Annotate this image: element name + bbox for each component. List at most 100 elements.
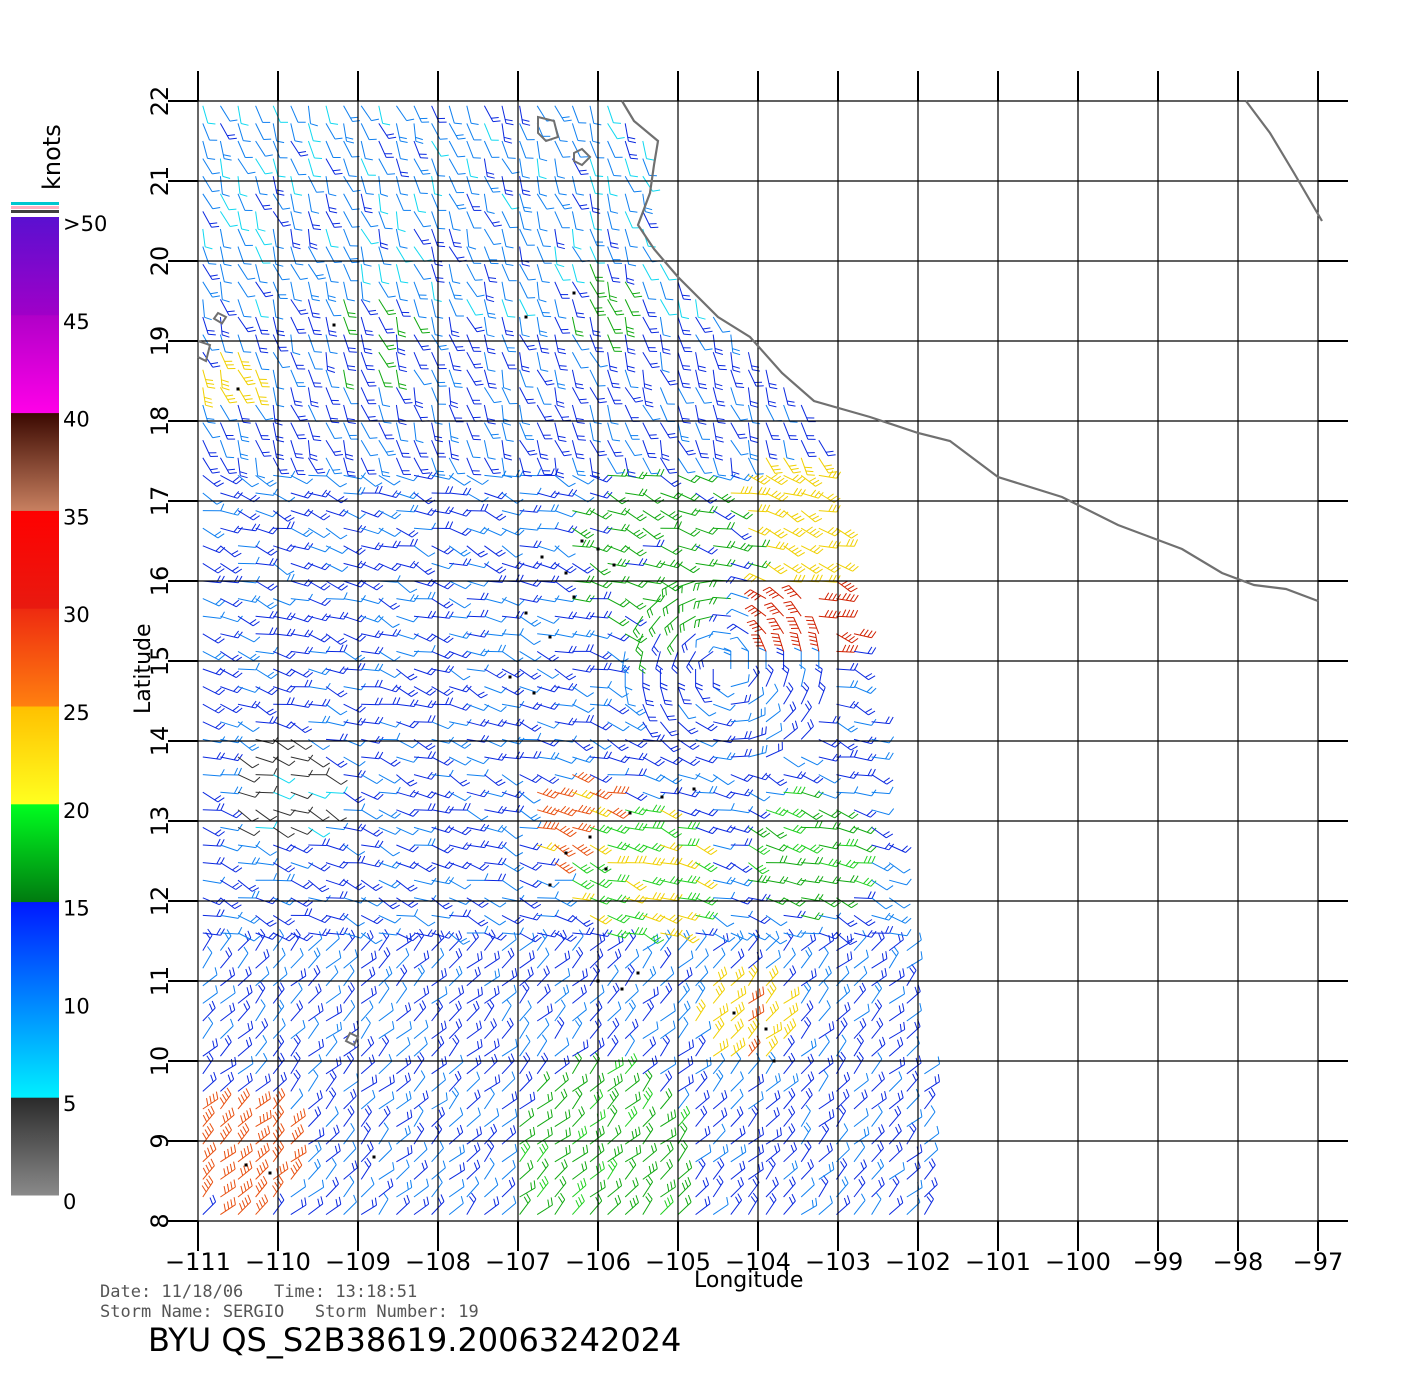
wind-barb: [677, 1105, 691, 1127]
wind-barb: [765, 827, 788, 839]
wind-barb: [325, 508, 349, 517]
wind-barb: [888, 968, 905, 987]
wind-barb: [519, 422, 534, 440]
wind-barb: [607, 964, 619, 987]
wind-barb: [325, 703, 348, 716]
wind-barb: [607, 352, 618, 373]
wind-barb: [519, 932, 542, 943]
wind-barb: [519, 1107, 535, 1127]
wind-barb: [448, 545, 471, 557]
wind-barb: [272, 826, 295, 838]
wind-barb: [853, 1140, 866, 1163]
wind-barb: [730, 932, 754, 941]
wind-barb: [449, 508, 472, 517]
wind-barb: [237, 662, 260, 671]
wind-barb: [642, 299, 657, 318]
wind-barb: [360, 1122, 371, 1145]
wind-barb: [378, 897, 400, 910]
wind-barb: [255, 105, 271, 123]
wind-barb: [237, 140, 253, 158]
rain-flag-marker: [332, 323, 336, 327]
wind-barb: [537, 857, 560, 866]
wind-barb: [888, 897, 911, 909]
wind-barb: [343, 264, 359, 282]
wind-barb: [413, 228, 432, 245]
wind-barb: [554, 984, 570, 1004]
island-outline: [537, 115, 560, 143]
legend-band: [11, 1097, 59, 1196]
wind-barb: [536, 352, 549, 372]
wind-barb: [888, 914, 912, 924]
wind-barb: [519, 439, 538, 456]
wind-barb: [431, 790, 455, 799]
x-tick-label: −100: [1045, 1248, 1111, 1276]
wind-barb: [307, 140, 323, 159]
wind-barb: [343, 369, 355, 390]
wind-barb: [237, 686, 261, 693]
wind-barb: [723, 647, 732, 669]
wind-barb: [466, 176, 480, 195]
wind-barb: [396, 844, 419, 853]
wind-barb: [220, 562, 243, 574]
wind-barb: [378, 650, 401, 662]
wind-barb: [466, 1071, 481, 1092]
wind-barb: [466, 686, 488, 699]
wind-barb: [519, 158, 530, 179]
wind-barb: [765, 562, 788, 575]
wind-barb: [290, 1158, 303, 1180]
wind-barb: [255, 334, 269, 354]
wind-barb: [607, 558, 630, 567]
wind-barb: [871, 1017, 884, 1039]
wind-barb: [255, 1018, 269, 1039]
wind-barb: [607, 633, 631, 642]
wind-barb: [202, 1052, 214, 1075]
wind-barb: [466, 1142, 481, 1163]
wind-barb: [730, 1071, 744, 1092]
wind-barb: [237, 263, 256, 280]
wind-barb: [202, 369, 216, 389]
wind-barb: [395, 123, 408, 143]
wind-barb: [202, 633, 225, 644]
wind-barb: [220, 1002, 236, 1022]
wind-barb: [853, 844, 877, 853]
wind-barb: [307, 193, 320, 214]
wind-barb: [800, 1071, 815, 1092]
wind-barb: [589, 228, 605, 247]
legend-band: [11, 706, 59, 805]
wind-barb: [343, 738, 367, 747]
wind-barb: [396, 897, 419, 908]
rain-flag-marker: [636, 971, 640, 975]
wind-barb: [818, 1109, 835, 1128]
wind-barb: [695, 911, 719, 920]
wind-barb: [765, 1157, 776, 1180]
x-tick-label: −110: [245, 1248, 311, 1276]
x-tick-label: −107: [485, 1248, 551, 1276]
wind-barb: [343, 1141, 357, 1163]
wind-barb: [290, 982, 303, 1004]
wind-barb: [308, 791, 331, 799]
wind-barb: [695, 1144, 712, 1163]
wind-barb: [396, 538, 418, 547]
wind-barb: [308, 1038, 324, 1057]
wind-barb: [431, 299, 444, 319]
wind-barb: [730, 910, 753, 918]
wind-barb: [765, 1193, 777, 1215]
wind-barb: [748, 1004, 765, 1022]
wind-barb: [677, 1140, 688, 1163]
wind-barb: [484, 510, 507, 521]
legend-tick-label: 35: [63, 505, 90, 529]
wind-barb: [536, 281, 547, 303]
wind-barb: [483, 422, 501, 439]
wind-barb: [708, 646, 731, 653]
wind-barb: [536, 1052, 549, 1075]
wind-barb: [220, 525, 243, 534]
wind-barb: [255, 352, 270, 371]
wind-barb: [448, 299, 464, 317]
wind-barb: [395, 964, 408, 987]
wind-barb: [308, 527, 331, 539]
wind-barb: [677, 982, 690, 1004]
wind-barb: [589, 334, 604, 353]
wind-barb: [237, 299, 252, 318]
wind-barb: [712, 1123, 726, 1145]
wind-barb: [871, 1158, 885, 1180]
